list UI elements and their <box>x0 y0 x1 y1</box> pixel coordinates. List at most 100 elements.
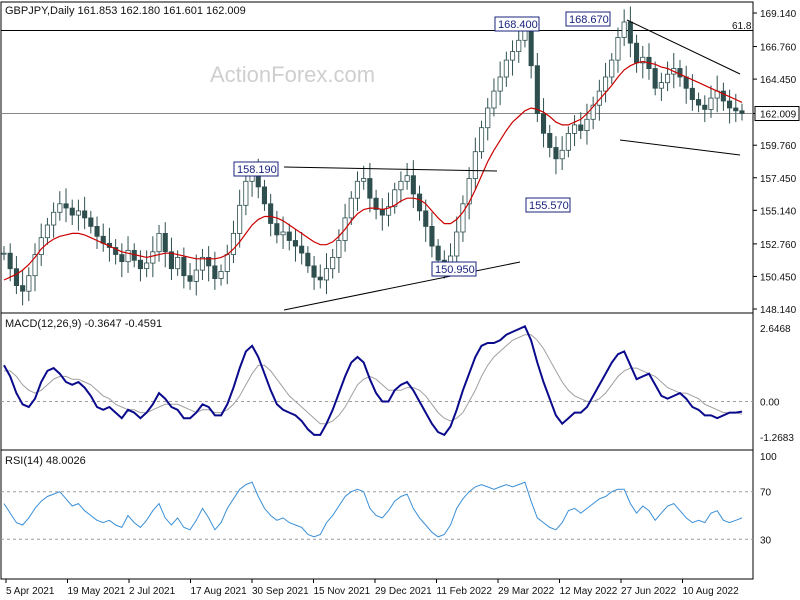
candle-body <box>261 186 267 205</box>
candle-body <box>75 210 82 216</box>
candle-body <box>119 254 125 263</box>
candle-body <box>286 231 292 241</box>
candle-body <box>187 275 193 282</box>
price-tick-label: 164.450 <box>760 75 797 86</box>
candle-body <box>572 124 578 134</box>
x-tick-label: 27 Jun 2022 <box>621 586 676 597</box>
candle-body <box>181 256 187 277</box>
x-tick-label: 15 Nov 2021 <box>314 586 371 597</box>
candle-body <box>640 56 646 64</box>
rsi-panel: 100 70 30 <box>1 452 777 546</box>
candle-body <box>677 68 683 78</box>
candle-body <box>720 90 726 102</box>
price-panel-frame <box>0 1 754 314</box>
candle-body <box>162 232 168 253</box>
candle-body <box>634 42 640 64</box>
trendline <box>619 139 741 156</box>
candle-body <box>559 149 565 160</box>
candle-body <box>348 197 354 219</box>
price-label-150-950: 150.950 <box>435 264 475 276</box>
candle-body <box>361 178 367 182</box>
candle-body <box>125 249 131 263</box>
candle-body <box>578 124 584 131</box>
symbol-header: GBPJPY,Daily 161.853 162.180 161.601 162… <box>5 5 246 17</box>
candle-body <box>466 178 472 205</box>
candle-body <box>32 254 38 277</box>
fib-level-label: 61.8 <box>732 21 752 32</box>
candle-body <box>485 107 491 129</box>
candle-body <box>621 21 627 38</box>
candle-body <box>603 76 609 92</box>
price-label-box <box>565 11 611 27</box>
candle-body <box>150 251 156 264</box>
macd-panel-frame <box>0 312 754 451</box>
candle-body <box>317 276 323 281</box>
candle-body <box>739 110 745 114</box>
candle-body <box>373 197 379 210</box>
candle-body <box>541 113 547 134</box>
rsi-line <box>3 481 743 538</box>
candle-body <box>423 210 429 227</box>
price-tick-label: 157.450 <box>760 174 797 185</box>
macd-panel: 2.6468 0.00 -1.2683 <box>1 324 794 444</box>
candle-body <box>733 107 739 112</box>
candle-body <box>57 203 63 213</box>
candle-body <box>702 104 708 110</box>
candle-body <box>7 252 13 270</box>
candle-body <box>69 207 75 216</box>
candle-body <box>94 225 100 237</box>
price-label-box <box>494 16 540 32</box>
candle-body <box>404 175 410 182</box>
candle-body <box>658 82 664 89</box>
candle-body <box>26 275 32 292</box>
rsi-tick-label: 70 <box>760 488 772 499</box>
macd-line <box>3 324 743 437</box>
candle-body <box>280 231 286 236</box>
macd-tick-label: 2.6468 <box>760 324 791 335</box>
rsi-header: RSI(14) 48.0026 <box>5 455 86 467</box>
candle-body <box>137 259 144 270</box>
macd-signal-line <box>4 334 743 425</box>
candle-body <box>20 285 26 292</box>
candle-body <box>168 251 175 270</box>
candle-body <box>689 87 695 101</box>
candle-body <box>435 245 441 261</box>
candle-body <box>584 118 590 132</box>
candle-body <box>516 39 522 52</box>
price-panel: 169.140 166.760 164.450 162.009 159.760 157.4… <box>1 6 800 316</box>
candle-body <box>708 97 714 110</box>
rsi-panel-frame <box>0 449 754 580</box>
candle-body <box>478 127 485 153</box>
candle-body <box>63 203 69 209</box>
candle-body <box>392 189 398 208</box>
candle-body <box>491 90 497 109</box>
watermark: ActionForex.com <box>210 62 375 87</box>
candle-body <box>206 256 212 267</box>
candle-body <box>472 151 478 179</box>
candle-body <box>88 217 94 227</box>
candle-body <box>323 268 329 281</box>
price-annotations: 168.400 168.670 158.190 155.570 150.950 61.8 <box>233 11 752 277</box>
candle-body <box>305 252 311 267</box>
candle-body <box>590 104 596 120</box>
price-tick-label: 155.140 <box>760 206 797 217</box>
candle-body <box>460 203 466 233</box>
candle-body <box>292 240 298 247</box>
moving-average-line <box>3 60 743 281</box>
rsi-tick-label: 30 <box>760 535 772 546</box>
candle-body <box>1 252 7 255</box>
candle-body <box>354 180 360 199</box>
candle-body <box>509 51 516 61</box>
candle-body <box>230 232 237 255</box>
macd-tick-label: -1.2683 <box>760 433 794 444</box>
candle-body <box>609 59 615 78</box>
candle-body <box>199 256 206 271</box>
candle-body <box>565 132 571 151</box>
candle-body <box>336 240 342 258</box>
price-label-155-570: 155.570 <box>529 200 569 212</box>
macd-tick-label: 0.00 <box>760 397 780 408</box>
candle-body <box>82 210 88 219</box>
candle-body <box>379 209 385 216</box>
